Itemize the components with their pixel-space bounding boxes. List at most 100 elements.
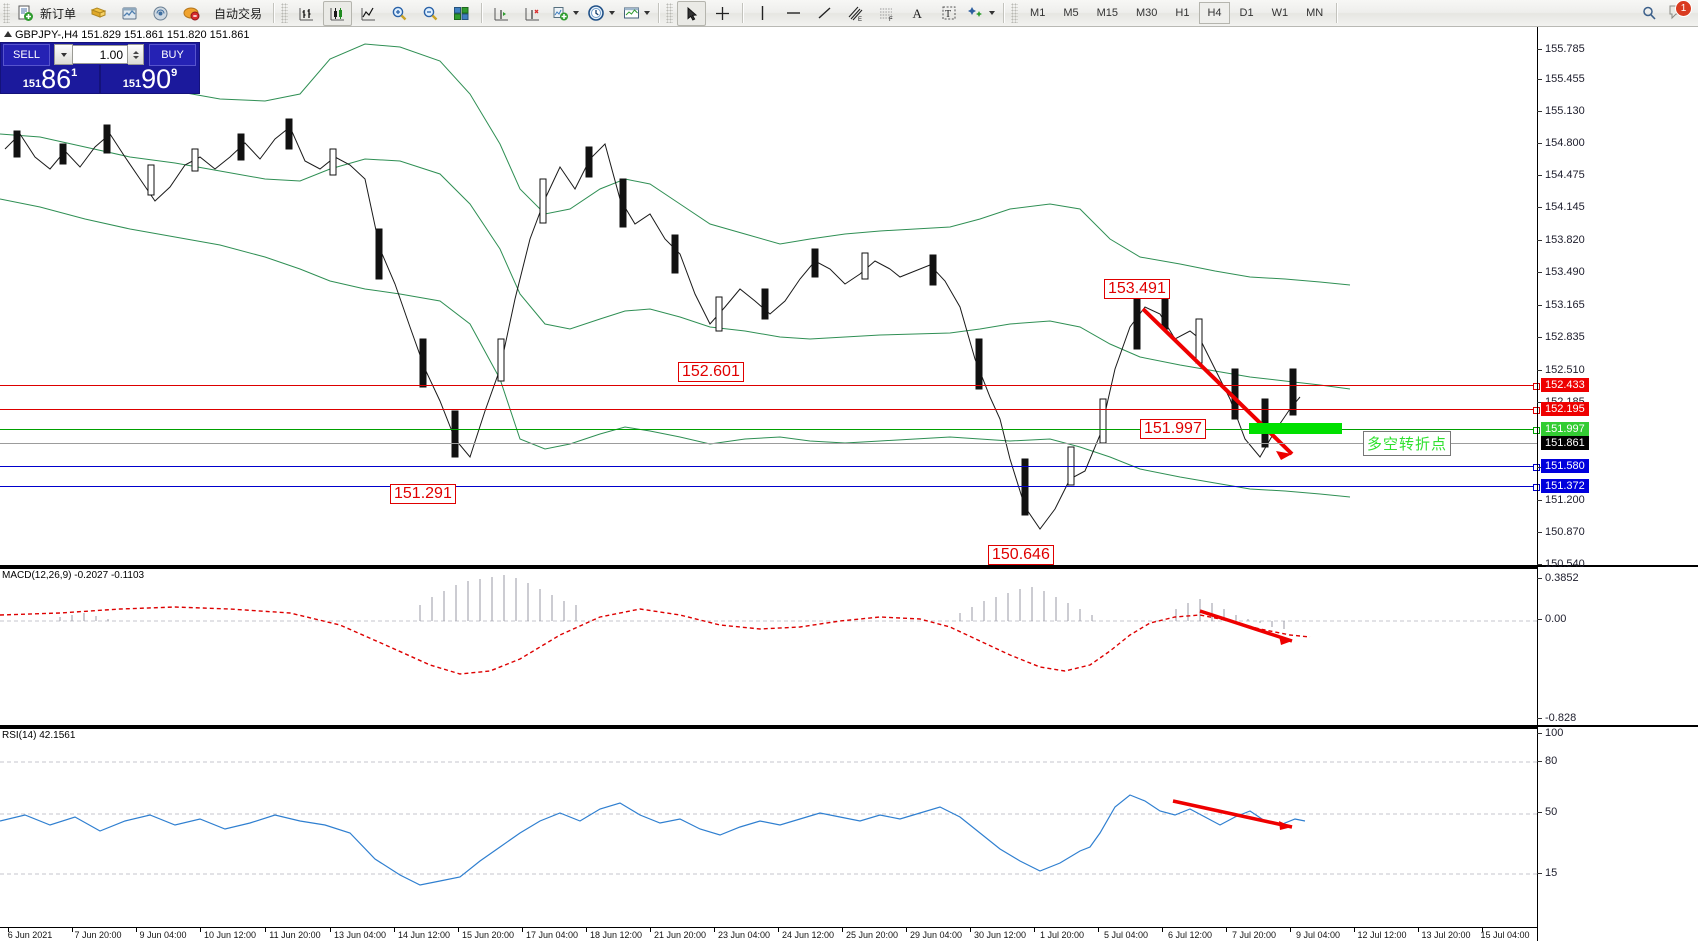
resistance-handle-152433[interactable] (1533, 383, 1540, 390)
rsi-pane[interactable]: RSI(14) 42.1561 (0, 727, 1537, 939)
price-label-151372[interactable]: 151.372 (1541, 479, 1589, 493)
notification-balloon-icon[interactable]: 1 (1668, 0, 1692, 23)
chart-shift-button[interactable] (487, 1, 516, 26)
shapes-button[interactable] (965, 1, 998, 26)
timeframe-m1[interactable]: M1 (1030, 7, 1046, 19)
time-label-19: 7 Jul 20:00 (1231, 930, 1277, 940)
resistance-line-152195[interactable] (0, 409, 1537, 410)
annotation-153491[interactable]: 153.491 (1104, 279, 1170, 299)
chevron-down-icon-shapes[interactable] (989, 11, 996, 15)
toolbar-grip[interactable] (3, 3, 10, 23)
timeframe-mn[interactable]: MN (1306, 7, 1324, 19)
timeframe-m15[interactable]: M15 (1096, 7, 1118, 19)
time-label-5: 13 Jun 04:00 (333, 930, 387, 940)
volume-control[interactable]: 1.00 (54, 44, 144, 65)
volume-dropdown-button[interactable] (54, 44, 73, 65)
tile-windows-button[interactable] (447, 1, 476, 26)
crosshair-button[interactable] (708, 1, 737, 26)
cursor-arrow-icon (684, 6, 699, 21)
text-label-button[interactable]: T (934, 1, 963, 26)
market-button[interactable] (177, 1, 206, 26)
spinner-down-icon[interactable] (132, 55, 139, 59)
resistance-line-152433[interactable] (0, 385, 1537, 386)
price-label-151997[interactable]: 151.997 (1541, 422, 1589, 436)
vertical-line-button[interactable] (748, 1, 777, 26)
search-icon[interactable] (1641, 5, 1658, 22)
sell-price-display[interactable]: 151 86 1 (1, 65, 99, 93)
toolbar-grip-charts[interactable] (281, 3, 289, 23)
annotation-150646[interactable]: 150.646 (988, 545, 1054, 565)
price-label-151580[interactable]: 151.580 (1541, 459, 1589, 473)
expert-advisors-button[interactable] (84, 1, 113, 26)
spinner-up-icon[interactable] (132, 50, 139, 54)
price-label-152433[interactable]: 152.433 (1541, 378, 1589, 392)
timeframe-m30[interactable]: M30 (1136, 7, 1158, 19)
buy-price-pips: 90 (141, 64, 172, 94)
trendline-arrow-macd[interactable] (1199, 609, 1293, 645)
timeframe-h4[interactable]: H4 (1199, 2, 1230, 24)
chart-note-label[interactable]: 多空转折点 (1363, 431, 1452, 456)
support-handle-151372[interactable] (1533, 484, 1540, 491)
support-line-151372[interactable] (0, 486, 1537, 487)
volume-spinner[interactable] (128, 44, 144, 65)
current-price-line (0, 443, 1537, 444)
horizontal-line-button[interactable] (779, 1, 808, 26)
axis-tick-154800: 154.800 (1545, 137, 1585, 149)
trendline-arrow-rsi[interactable] (1172, 799, 1293, 830)
auto-scroll-button[interactable] (518, 1, 547, 26)
chevron-down-icon-template[interactable] (644, 11, 651, 15)
pivot-handle-151997[interactable] (1533, 427, 1540, 434)
resistance-handle-152195[interactable] (1533, 407, 1540, 414)
toolbar-grip-periods[interactable] (1011, 3, 1019, 23)
templates-button[interactable] (620, 1, 653, 26)
zoom-out-button[interactable] (416, 1, 445, 26)
zoom-in-button[interactable] (385, 1, 414, 26)
pane-separator-macd (0, 565, 1698, 567)
chart-window[interactable]: GBPJPY-,H4 151.829 151.861 151.820 151.8… (0, 27, 1698, 941)
strategy-tester-button[interactable] (115, 1, 144, 26)
timeframe-w1[interactable]: W1 (1271, 7, 1289, 19)
annotation-151291[interactable]: 151.291 (390, 484, 456, 504)
new-order-button[interactable]: 新订单 (14, 1, 82, 26)
toolbar-divider-3 (658, 3, 660, 23)
timeframe-h1[interactable]: H1 (1175, 7, 1190, 19)
pivot-line-151997[interactable] (0, 429, 1537, 430)
chevron-down-icon-period[interactable] (609, 11, 616, 15)
price-label-152195[interactable]: 152.195 (1541, 402, 1589, 416)
support-line-151580[interactable] (0, 466, 1537, 467)
line-chart-button[interactable] (354, 1, 383, 26)
fibonacci-button[interactable]: F (872, 1, 901, 26)
macd-pane[interactable]: MACD(12,26,9) -0.2027 -0.1103 (0, 567, 1537, 707)
indicators-button[interactable] (549, 1, 582, 26)
annotation-152601[interactable]: 152.601 (678, 362, 744, 382)
buy-button[interactable]: BUY (149, 43, 196, 66)
timeframe-d1[interactable]: D1 (1239, 7, 1254, 19)
text-button[interactable]: A (903, 1, 932, 26)
trendline-button[interactable] (810, 1, 839, 26)
cursor-button[interactable] (677, 0, 707, 26)
chart-expand-icon[interactable] (4, 31, 12, 37)
time-label-2: 9 Jun 04:00 (139, 930, 187, 940)
sell-button[interactable]: SELL (3, 43, 50, 66)
time-axis[interactable]: 6 Jun 2021 7 Jun 20:00 9 Jun 04:00 10 Ju… (0, 927, 1537, 941)
bar-chart-button[interactable] (292, 1, 321, 26)
timeframe-m5[interactable]: M5 (1063, 7, 1079, 19)
one-click-trading-panel[interactable]: SELL 1.00 BUY 151 86 1 (0, 42, 200, 94)
equidistant-channel-button[interactable]: E (841, 1, 870, 26)
chevron-down-icon[interactable] (573, 11, 580, 15)
price-axis[interactable]: 155.785 155.455 155.130 154.800 154.475 … (1537, 27, 1698, 941)
candlestick-chart-button[interactable] (323, 0, 353, 26)
time-label-20: 9 Jul 04:00 (1295, 930, 1341, 940)
toolbar-grip-tools[interactable] (666, 3, 674, 23)
buy-price-display[interactable]: 151 90 9 (101, 65, 199, 93)
auto-scroll-icon (524, 5, 541, 22)
period-button[interactable] (584, 1, 618, 26)
price-pane[interactable] (0, 39, 1537, 539)
signals-button[interactable] (146, 1, 175, 26)
autotrading-button[interactable]: 自动交易 (208, 1, 268, 26)
axis-tick-153490: 153.490 (1545, 266, 1585, 278)
volume-input[interactable]: 1.00 (73, 45, 128, 64)
highlight-zone-rectangle[interactable] (1249, 423, 1342, 434)
annotation-151997[interactable]: 151.997 (1140, 419, 1206, 439)
axis-tick-153820: 153.820 (1545, 234, 1585, 246)
